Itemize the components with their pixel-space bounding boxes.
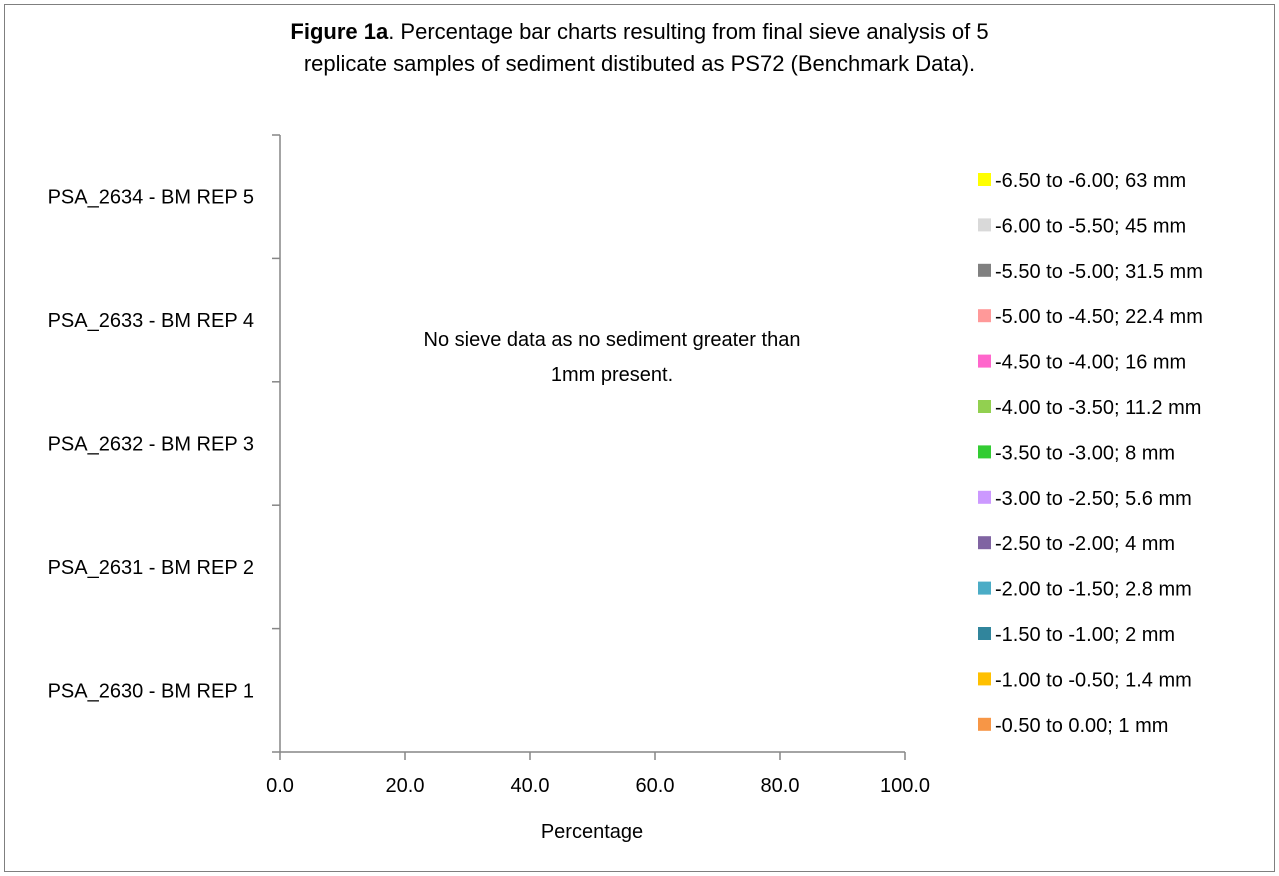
x-tick-label: 40.0 (511, 775, 550, 797)
legend-swatch (978, 627, 991, 640)
chart-title-line-2: replicate samples of sediment distibuted… (303, 51, 976, 76)
legend-label: -4.50 to -4.00; 16 mm (995, 352, 1186, 374)
legend-label: -4.00 to -3.50; 11.2 mm (995, 397, 1201, 419)
chart-title-text: . Percentage bar charts resulting from f… (388, 19, 989, 44)
legend-swatch (978, 581, 991, 595)
x-tick-label: 60.0 (636, 775, 675, 797)
category-label: PSA_2631 - BM REP 2 (48, 557, 254, 579)
legend-swatch (978, 309, 991, 323)
x-axis-title: Percentage (541, 821, 643, 843)
chart-title: Figure 1a. Percentage bar charts resulti… (100, 16, 1179, 80)
legend-swatch (978, 536, 991, 550)
legend-label: -5.00 to -4.50; 22.4 mm (995, 306, 1203, 328)
legend-item: -3.50 to -3.00; 8 mm (978, 442, 1175, 464)
legend-label: -3.00 to -2.50; 5.6 mm (995, 488, 1192, 510)
legend-swatch (978, 400, 991, 413)
legend-item: -2.50 to -2.00; 4 mm (978, 533, 1175, 555)
legend-item: -4.00 to -3.50; 11.2 mm (978, 397, 1201, 419)
legend-swatch (978, 445, 991, 459)
legend-swatch (978, 490, 991, 504)
legend-swatch (978, 672, 991, 686)
legend-item: -5.50 to -5.00; 31.5 mm (978, 261, 1203, 283)
legend-label: -6.50 to -6.00; 63 mm (995, 170, 1186, 192)
legend-label: -5.50 to -5.00; 31.5 mm (995, 261, 1203, 283)
legend-item: -4.50 to -4.00; 16 mm (978, 352, 1186, 374)
legend-label: -1.00 to -0.50; 1.4 mm (995, 669, 1192, 691)
no-data-annotation-line-1: No sieve data as no sediment greater tha… (424, 329, 801, 351)
y-axis-ticks (272, 134, 280, 753)
legend-swatch (978, 717, 991, 731)
category-label: PSA_2632 - BM REP 3 (48, 434, 254, 456)
legend-item: -5.00 to -4.50; 22.4 mm (978, 306, 1203, 328)
legend-swatch (978, 354, 991, 368)
chart-title-line-1: Figure 1a. Percentage bar charts resulti… (100, 16, 1179, 48)
x-axis-ticks (279, 752, 906, 760)
x-tick-label: 20.0 (386, 775, 425, 797)
legend-item: -6.00 to -5.50; 45 mm (978, 215, 1186, 237)
category-label: PSA_2633 - BM REP 4 (48, 310, 254, 332)
chart-frame (4, 4, 1275, 872)
no-data-annotation-line-2: 1mm present. (551, 364, 673, 386)
legend-item: -3.00 to -2.50; 5.6 mm (978, 488, 1192, 510)
legend-swatch (978, 173, 991, 186)
legend-label: -0.50 to 0.00; 1 mm (995, 715, 1168, 737)
legend-item: -6.50 to -6.00; 63 mm (978, 170, 1186, 192)
legend-label: -6.00 to -5.50; 45 mm (995, 215, 1186, 237)
x-tick-label: 0.0 (266, 775, 294, 797)
legend-item: -1.50 to -1.00; 2 mm (978, 624, 1175, 646)
legend-swatch (978, 218, 991, 232)
chart-legend: -6.50 to -6.00; 63 mm -6.00 to -5.50; 45 … (978, 170, 1203, 737)
legend-item: -2.00 to -1.50; 2.8 mm (978, 579, 1192, 601)
legend-label: -1.50 to -1.00; 2 mm (995, 624, 1175, 646)
legend-swatch (978, 263, 991, 277)
legend-item: -0.50 to 0.00; 1 mm (978, 715, 1168, 737)
legend-label: -2.50 to -2.00; 4 mm (995, 533, 1175, 555)
legend-label: -3.50 to -3.00; 8 mm (995, 442, 1175, 464)
category-label: PSA_2630 - BM REP 1 (48, 680, 254, 702)
category-label: PSA_2634 - BM REP 5 (48, 187, 254, 209)
legend-item: -1.00 to -0.50; 1.4 mm (978, 669, 1192, 691)
legend-label: -2.00 to -1.50; 2.8 mm (995, 579, 1192, 601)
x-tick-labels: 0.0 20.0 40.0 60.0 80.0 100.0 (266, 775, 930, 797)
chart-title-prefix: Figure 1a (290, 19, 389, 44)
x-tick-label: 100.0 (880, 775, 930, 797)
x-tick-label: 80.0 (761, 775, 800, 797)
category-labels: PSA_2634 - BM REP 5 PSA_2633 - BM REP 4 PS… (48, 187, 254, 703)
